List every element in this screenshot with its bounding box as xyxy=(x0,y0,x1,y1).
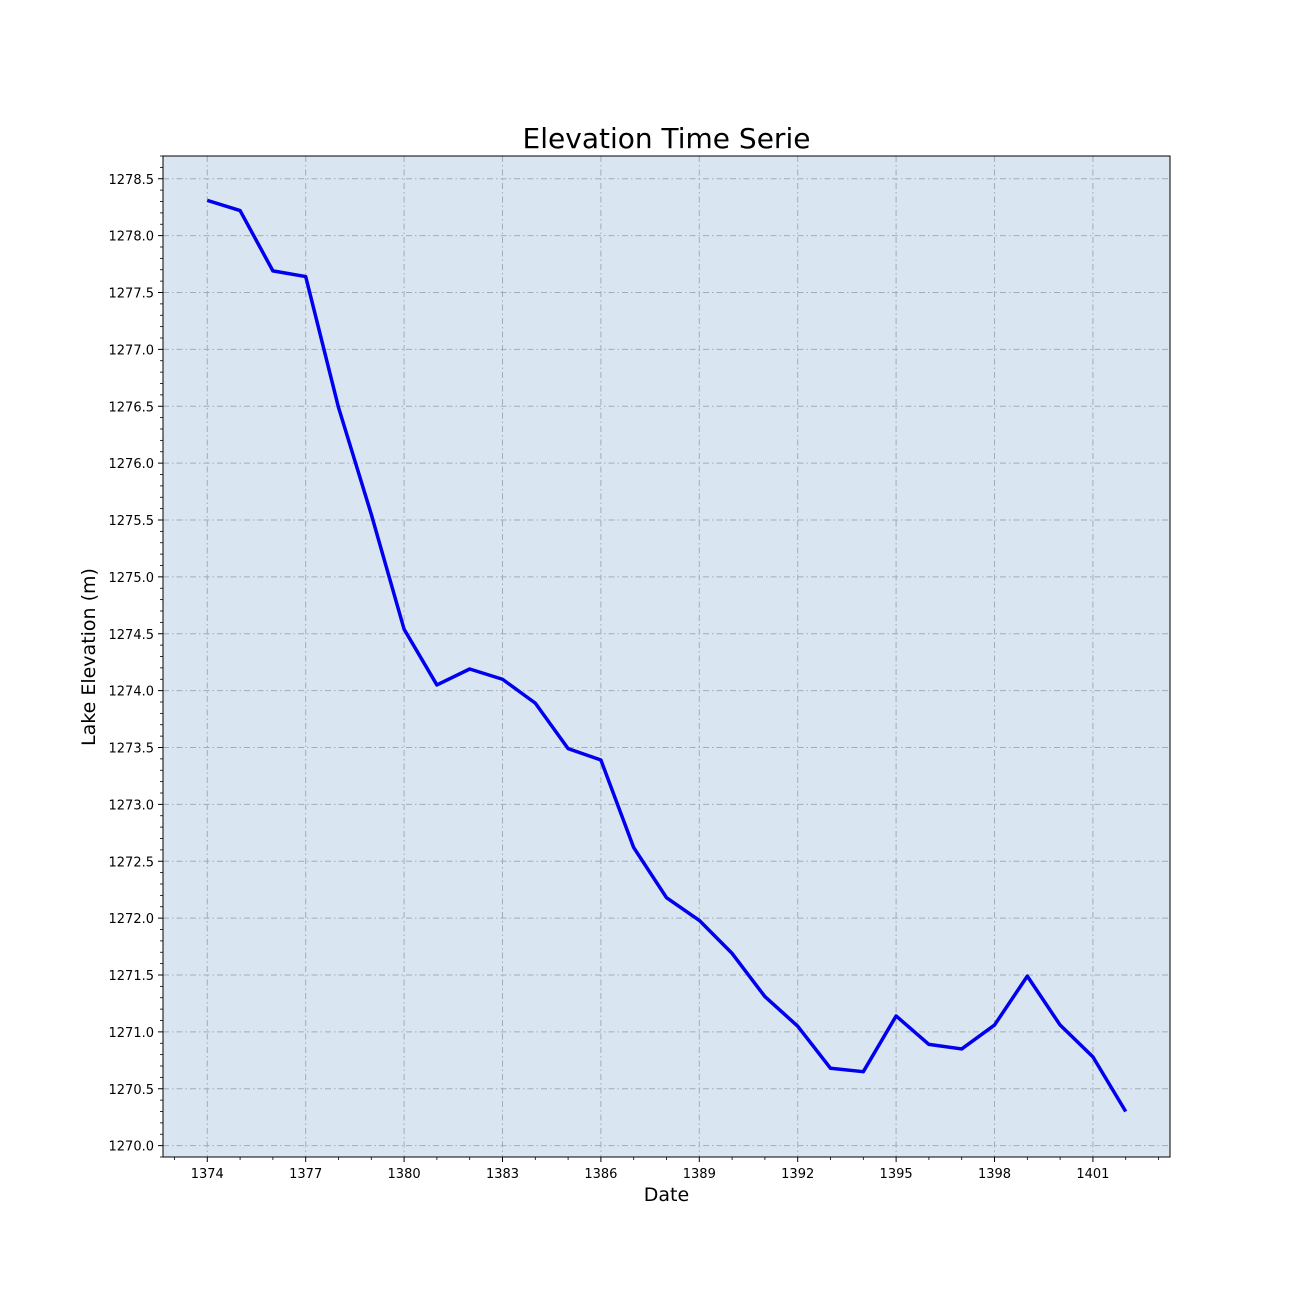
y-tick-label: 1270.5 xyxy=(109,1083,155,1098)
x-tick-label: 1392 xyxy=(781,1167,814,1182)
plot-background xyxy=(163,156,1170,1157)
y-tick-label: 1274.0 xyxy=(109,685,155,700)
y-axis-label: Lake Elevation (m) xyxy=(78,568,100,746)
y-tick-label: 1271.0 xyxy=(109,1026,155,1041)
y-tick-label: 1277.5 xyxy=(109,287,155,302)
y-axis: 1270.0 1270.5 1271.0 1271.5 1272.0 1272.5 1273… xyxy=(109,155,163,1158)
x-tick-label: 1401 xyxy=(1076,1167,1109,1182)
x-tick-label: 1386 xyxy=(584,1167,617,1182)
y-tick-label: 1277.0 xyxy=(109,343,155,358)
y-tick-label: 1273.0 xyxy=(109,798,155,813)
y-tick-label: 1273.5 xyxy=(109,742,155,757)
x-tick-label: 1377 xyxy=(289,1167,322,1182)
x-tick-label: 1398 xyxy=(978,1167,1011,1182)
elevation-line xyxy=(206,198,1128,1113)
grid-lines xyxy=(163,156,1170,1157)
y-tick-label: 1270.0 xyxy=(109,1140,155,1155)
y-tick-label: 1271.5 xyxy=(109,969,155,984)
y-tick-label: 1278.0 xyxy=(109,230,155,245)
chart-title: Elevation Time Serie xyxy=(523,122,811,155)
y-tick-label: 1276.0 xyxy=(109,457,155,472)
y-tick-label: 1275.5 xyxy=(109,514,155,529)
y-tick-label: 1272.5 xyxy=(109,855,155,870)
x-tick-label: 1380 xyxy=(388,1167,421,1182)
x-axis: 1374 1377 1380 1383 1386 1389 1392 1395 1398 1401 xyxy=(174,1157,1159,1182)
y-tick-label: 1278.5 xyxy=(109,173,155,188)
data-series xyxy=(206,198,1128,1113)
x-tick-label: 1374 xyxy=(191,1167,224,1182)
x-tick-label: 1383 xyxy=(486,1167,519,1182)
y-tick-label: 1272.0 xyxy=(109,912,155,927)
y-tick-label: 1275.0 xyxy=(109,571,155,586)
x-tick-label: 1395 xyxy=(880,1167,913,1182)
y-tick-label: 1274.5 xyxy=(109,628,155,643)
x-tick-label: 1389 xyxy=(683,1167,716,1182)
x-axis-label: Date xyxy=(644,1184,689,1206)
y-tick-label: 1276.5 xyxy=(109,400,155,415)
